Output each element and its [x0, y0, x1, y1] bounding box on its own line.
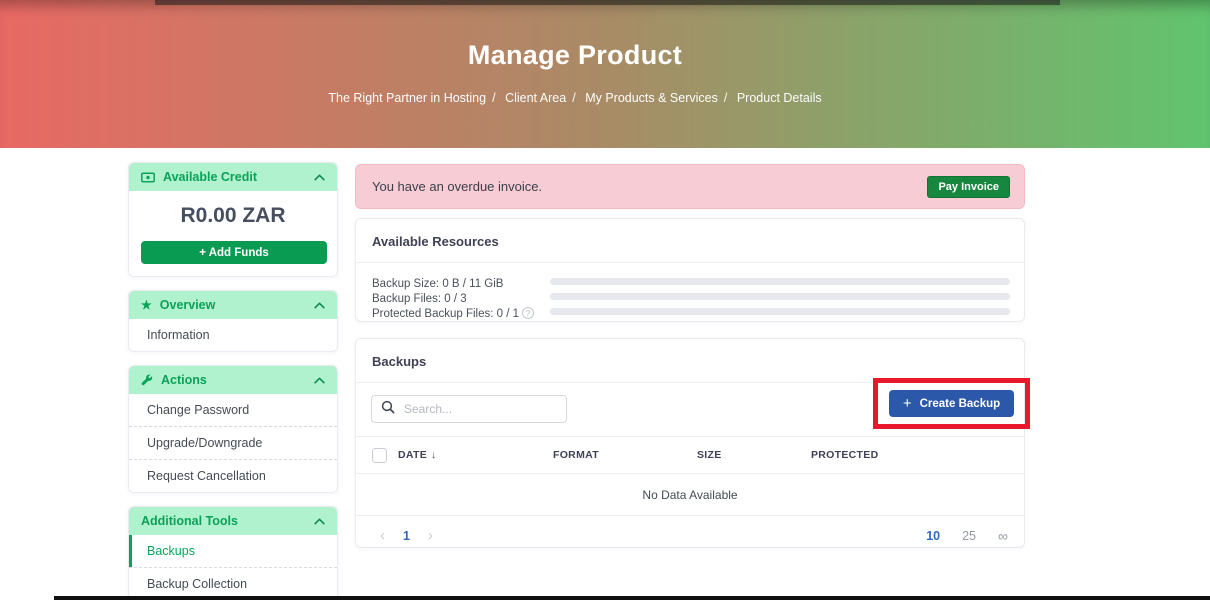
credit-amount: R0.00 ZAR: [180, 204, 286, 227]
sidebar-item-upgrade-downgrade[interactable]: Upgrade/Downgrade: [129, 426, 337, 459]
page-size-25[interactable]: 25: [962, 528, 977, 543]
sidebar-item-backup-collection[interactable]: Backup Collection: [129, 567, 337, 600]
sidebar-item-change-password[interactable]: Change Password: [147, 403, 250, 417]
column-header-protected[interactable]: PROTECTED: [811, 449, 879, 461]
backups-title: Backups: [356, 339, 1024, 383]
wrench-icon: [141, 374, 153, 386]
backup-files-label: Backup Files: 0 / 3: [372, 293, 467, 305]
protected-backup-files-label: Protected Backup Files: 0 / 1: [372, 308, 520, 320]
banknote-icon: [141, 172, 155, 183]
chevron-up-icon: [314, 377, 325, 384]
sidebar: Available Credit R0.00 ZAR + Add Funds ★…: [128, 162, 338, 600]
backups-toolbar: + Create Backup: [356, 378, 1030, 436]
additional-tools-section: Additional Tools Backups Backup Collecti…: [128, 506, 338, 600]
column-header-format[interactable]: FORMAT: [553, 449, 599, 461]
search-box: [371, 395, 567, 423]
overview-section: ★ Overview Information: [128, 290, 338, 352]
chevron-up-icon: [314, 518, 325, 525]
available-credit-title: Available Credit: [163, 170, 258, 184]
overview-title: Overview: [159, 298, 216, 312]
breadcrumb: The Right Partner in Hosting / Client Are…: [0, 91, 1150, 105]
page-size-infinity-icon[interactable]: ∞: [998, 527, 1008, 544]
help-question-icon[interactable]: ?: [522, 307, 535, 319]
actions-title: Actions: [161, 373, 207, 387]
chevron-up-icon: [314, 302, 325, 309]
breadcrumb-item-product-details: Product Details: [736, 91, 822, 105]
plus-icon: +: [902, 395, 912, 412]
create-backup-button[interactable]: + Create Backup: [888, 390, 1015, 417]
column-header-date[interactable]: DATE ↓: [398, 449, 437, 461]
backup-files-progressbar: [550, 293, 1010, 300]
resource-row: Backup Files: 0 / 3: [372, 289, 1010, 305]
table-empty-state: No Data Available: [356, 474, 1024, 516]
actions-section: Actions Change Password Upgrade/Downgrad…: [128, 365, 338, 493]
breadcrumb-item-client-area[interactable]: Client Area: [505, 91, 567, 105]
sidebar-item-request-cancellation[interactable]: Request Cancellation: [129, 459, 337, 492]
search-input[interactable]: [404, 402, 544, 416]
bottom-edge-bar: [54, 596, 1210, 600]
column-header-size[interactable]: SIZE: [697, 449, 722, 461]
pay-invoice-button[interactable]: Pay Invoice: [927, 175, 1010, 198]
sidebar-item-backups[interactable]: Backups: [129, 535, 337, 567]
pagination-page-1[interactable]: 1: [403, 528, 410, 543]
backup-size-label: Backup Size: 0 B / 11 GiB: [372, 278, 504, 290]
page-title: Manage Product: [467, 40, 683, 70]
protected-backup-files-progressbar: [550, 308, 1010, 315]
pagination-next-icon[interactable]: ›: [427, 527, 433, 544]
annotation-highlight-rect: + Create Backup: [873, 378, 1030, 429]
available-resources-card: Available Resources Backup Size: 0 B / 1…: [355, 218, 1025, 322]
page-size-10[interactable]: 10: [926, 528, 941, 543]
sidebar-item-information[interactable]: Information: [147, 328, 210, 342]
available-resources-title: Available Resources: [356, 219, 1024, 263]
breadcrumb-item-home[interactable]: The Right Partner in Hosting: [328, 91, 487, 105]
breadcrumb-separator: /: [572, 91, 576, 105]
resource-row: Protected Backup Files: 0 / 1?: [372, 304, 1010, 320]
backups-card: Backups + Create Backup DATE↓: [355, 338, 1030, 548]
top-shadow-bar: [155, 0, 1060, 5]
page-header-banner: Manage Product The Right Partner in Host…: [0, 0, 1210, 148]
backup-size-progressbar: [550, 278, 1010, 285]
breadcrumb-separator: /: [723, 91, 728, 105]
available-credit-header[interactable]: Available Credit: [129, 163, 337, 191]
breadcrumb-separator: /: [492, 91, 496, 105]
alert-message: You have an overdue invoice.: [372, 179, 543, 194]
sort-desc-icon: ↓: [431, 450, 437, 461]
search-icon: [381, 400, 395, 419]
resource-row: Backup Size: 0 B / 11 GiB: [372, 274, 1010, 290]
backups-table-header: DATE ↓ FORMAT SIZE PROTECTED: [356, 436, 1024, 474]
additional-tools-header[interactable]: Additional Tools: [129, 507, 337, 535]
star-icon: ★: [141, 298, 152, 312]
overview-header[interactable]: ★ Overview: [129, 291, 337, 319]
add-funds-button[interactable]: + Add Funds: [141, 241, 327, 264]
actions-header[interactable]: Actions: [129, 366, 337, 394]
available-credit-card: Available Credit R0.00 ZAR + Add Funds: [128, 162, 338, 277]
chevron-up-icon: [314, 174, 325, 181]
pagination-prev-icon[interactable]: ‹: [380, 527, 385, 544]
select-all-checkbox[interactable]: [372, 448, 387, 463]
breadcrumb-item-products-services[interactable]: My Products & Services: [585, 91, 718, 105]
pagination: ‹ 1 › 10 25 ∞: [356, 516, 1024, 555]
additional-tools-title: Additional Tools: [141, 514, 238, 528]
overdue-invoice-alert: You have an overdue invoice. Pay Invoice: [355, 164, 1025, 209]
plus-icon: +: [199, 246, 206, 259]
